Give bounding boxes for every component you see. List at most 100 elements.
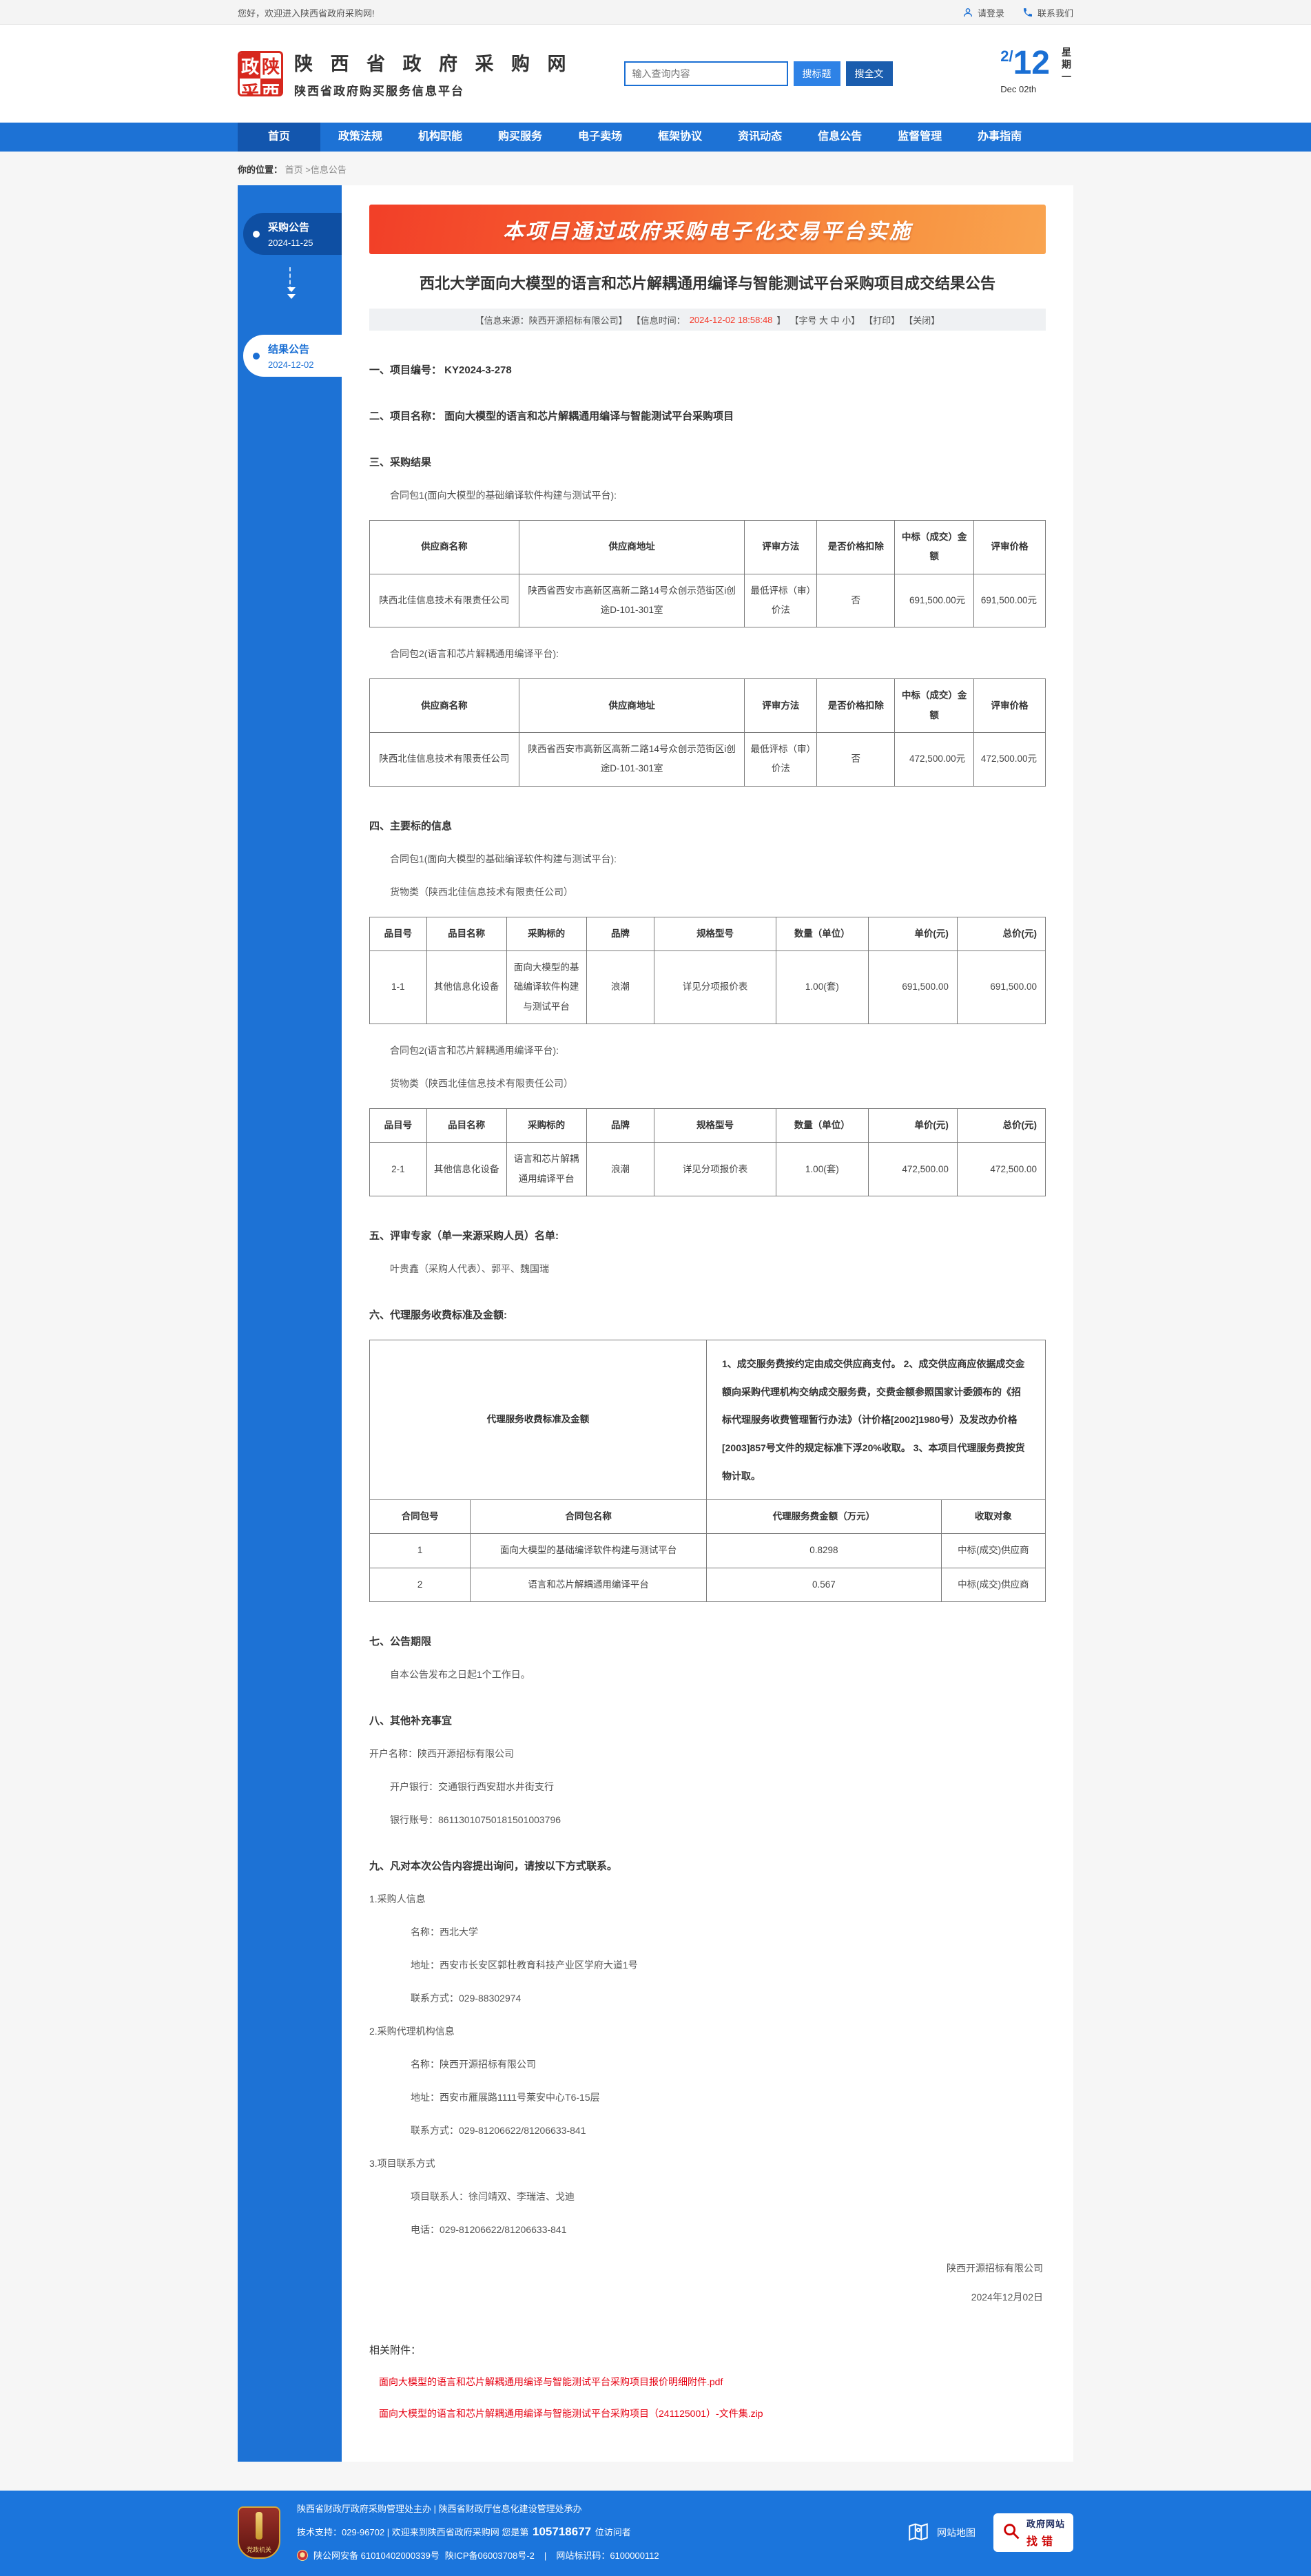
- table-row: 陕西北佳信息技术有限责任公司 陕西省西安市高新区高新二路14号众创示范街区i创途…: [369, 573, 1046, 628]
- welcome-text: 您好，欢迎进入陕西省政府采购网!: [238, 8, 375, 19]
- agency-fee-table: 代理服务收费标准及金额 1、成交服务费按约定由成交供应商支付。 2、成交供应商应…: [369, 1340, 1046, 1603]
- footer-organizer: 陕西省财政厅政府采购管理处主办 | 陕西省财政厅信息化建设管理处承办: [297, 2504, 582, 2515]
- print-button[interactable]: 【打印】: [864, 315, 900, 326]
- agency-info-heading: 2.采购代理机构信息: [369, 2026, 455, 2037]
- table-row: 2-1 其他信息化设备 语言和芯片解耦通用编译平台 浪潮 详见分项报价表 1.0…: [369, 1142, 1046, 1197]
- attachment-link-pdf[interactable]: 面向大模型的语言和芯片解耦通用编译与智能测试平台采购项目报价明细附件.pdf: [379, 2376, 723, 2388]
- gov-agency-badge-icon: 党政机关: [238, 2506, 280, 2559]
- visitor-count: 105718677: [533, 2525, 592, 2539]
- account-bank: 开户银行：交通银行西安甜水井街支行: [390, 1781, 554, 1793]
- date-day: 12: [1013, 45, 1050, 81]
- nav-item-home[interactable]: 首页: [238, 123, 321, 152]
- agency-phone: 联系方式：029-81206622/81206633-841: [411, 2125, 586, 2137]
- table-row: 2 语言和芯片解耦通用编译平台 0.567 中标(成交)供应商: [369, 1567, 1046, 1603]
- section-6-title: 六、代理服务收费标准及金额:: [369, 1309, 507, 1322]
- step-dot: [253, 230, 260, 238]
- meta-time-open: 【信息时间：: [631, 315, 685, 326]
- breadcrumb-path[interactable]: 首页 >信息公告: [285, 165, 347, 175]
- attachments-label: 相关附件：: [369, 2345, 422, 2357]
- project-contact-heading: 3.项目联系方式: [369, 2158, 435, 2170]
- nav-item-policies[interactable]: 政策法规: [338, 131, 383, 143]
- sidebar-step-procurement-notice[interactable]: 采购公告 2024-11-25: [243, 213, 342, 255]
- section-4-title: 四、主要标的信息: [369, 820, 453, 832]
- nav-item-purchase-services[interactable]: 购买服务: [498, 131, 543, 143]
- agency-address: 地址：西安市雁展路1111号莱安中心T6-15层: [411, 2092, 600, 2104]
- footer-beian: 陕公网安备 61010402000339号 陕ICP备06003708号-2 |…: [297, 2550, 659, 2562]
- project-phone: 电话：029-81206622/81206633-841: [411, 2224, 567, 2236]
- announcement-period: 自本公告发布之日起1个工作日。: [390, 1669, 530, 1681]
- step-dot: [253, 352, 260, 360]
- search-input[interactable]: [623, 61, 788, 86]
- nav-item-supervision[interactable]: 监督管理: [898, 131, 942, 143]
- meta-source: 【信息来源：陕西开源招标有限公司】: [475, 315, 628, 326]
- timeline-sidebar: 采购公告 2024-11-25 结果公告 2024-12-02: [238, 185, 342, 2462]
- attachment-link-zip[interactable]: 面向大模型的语言和芯片解耦通用编译与智能测试平台采购项目（241125001）-…: [379, 2408, 763, 2420]
- phone-icon: [1022, 7, 1033, 18]
- map-icon: [907, 2520, 930, 2546]
- fee-label-cell: 代理服务收费标准及金额: [369, 1340, 707, 1501]
- section-1-title: 一、项目编号： KY2024-3-278: [369, 364, 512, 376]
- user-icon: [962, 7, 973, 18]
- breadcrumb-label: 你的位置：: [238, 165, 283, 175]
- contact-link[interactable]: 联系我们: [1022, 6, 1073, 19]
- nav-item-news[interactable]: 资讯动态: [738, 131, 783, 143]
- site-footer: 党政机关 陕西省财政厅政府采购管理处主办 | 陕西省财政厅信息化建设管理处承办 …: [0, 2491, 1311, 2576]
- package2-label: 合同包2(语言和芯片解耦通用编译平台):: [390, 648, 559, 660]
- buyer-phone: 联系方式：029-88302974: [411, 1993, 522, 2004]
- nav-item-guide[interactable]: 办事指南: [978, 131, 1022, 143]
- breadcrumb: 你的位置： 首页 >信息公告: [238, 152, 1073, 185]
- section4-package1-label: 合同包1(面向大模型的基础编译软件构建与测试平台):: [390, 853, 617, 864]
- search-bar: 搜标题 搜全文: [623, 61, 893, 86]
- site-error-report-badge[interactable]: 政府网站 找错: [993, 2513, 1073, 2553]
- site-title: 陕 西 省 政 府 采 购 网: [294, 54, 572, 74]
- signature-block: 陕西开源招标有限公司 2024年12月02日: [369, 2261, 1046, 2304]
- font-size-control[interactable]: 【字号 大 中 小】: [789, 315, 860, 326]
- sidebar-step-result-notice[interactable]: 结果公告 2024-12-02: [243, 335, 342, 377]
- platform-banner: 本项目通过政府采购电子化交易平台实施: [369, 205, 1046, 254]
- meta-bar: 【信息来源：陕西开源招标有限公司】 【信息时间： 2024-12-02 18:58…: [369, 309, 1046, 331]
- beian-number[interactable]: 陕公网安备 61010402000339号: [313, 2550, 440, 2561]
- expert-list: 叶贵鑫（采购人代表）、郭平、魏国瑞: [390, 1263, 549, 1275]
- magnifier-icon: [1002, 2522, 1021, 2544]
- site-logo: 政 陕 采 西: [238, 51, 283, 96]
- site-header: 政 陕 采 西 陕 西 省 政 府 采 购 网 陕西省政府购买服务信息平台 搜标…: [0, 25, 1311, 123]
- page-title: 西北大学面向大模型的语言和芯片解耦通用编译与智能测试平台采购项目成交结果公告: [419, 275, 995, 292]
- table-row: 陕西北佳信息技术有限责任公司 陕西省西安市高新区高新二路14号众创示范街区i创途…: [369, 732, 1046, 787]
- buyer-info-heading: 1.采购人信息: [369, 1893, 426, 1905]
- section-7-title: 七、公告期限: [369, 1636, 432, 1648]
- result-table-package2: 供应商名称 供应商地址 评审方法 是否价格扣除 中标（成交）金额 评审价格 陕西…: [369, 678, 1046, 787]
- section4-goods-class1: 货物类（陕西北佳信息技术有限责任公司）: [390, 886, 573, 897]
- account-number: 银行账号：86113010750181501003796: [390, 1814, 561, 1826]
- goods-table-package2: 品目号 品目名称 采购标的 品牌 规格型号 数量（单位） 单价(元) 总价(元)…: [369, 1108, 1046, 1197]
- table-row: 1-1 其他信息化设备 面向大模型的基础编译软件构建与测试平台 浪潮 详见分项报…: [369, 951, 1046, 1025]
- sitemap-link[interactable]: 网站地图: [907, 2520, 975, 2546]
- search-title-button[interactable]: 搜标题: [793, 61, 840, 86]
- site-code: 网站标识码：6100000112: [556, 2550, 659, 2561]
- signature-date: 2024年12月02日: [971, 2292, 1043, 2303]
- close-button[interactable]: 【关闭】: [904, 315, 940, 326]
- nav-item-announcements[interactable]: 信息公告: [818, 131, 863, 143]
- footer-support: 技术支持：029-96702 | 欢迎来到陕西省政府采购网 您是第 105718…: [297, 2525, 631, 2539]
- search-fulltext-button[interactable]: 搜全文: [845, 61, 893, 86]
- buyer-name: 名称：西北大学: [411, 1926, 478, 1938]
- icp-number[interactable]: 陕ICP备06003708号-2: [444, 2550, 535, 2561]
- login-link[interactable]: 请登录: [962, 6, 1004, 19]
- section4-goods-class2: 货物类（陕西北佳信息技术有限责任公司）: [390, 1078, 573, 1090]
- meta-time: 2024-12-02 18:58:48: [689, 314, 773, 325]
- table-row: 1 面向大模型的基础编译软件构建与测试平台 0.8298 中标(成交)供应商: [369, 1533, 1046, 1568]
- meta-time-close: 】: [776, 315, 786, 326]
- section-2-title: 二、项目名称： 面向大模型的语言和芯片解耦通用编译与智能测试平台采购项目: [369, 411, 734, 422]
- section-3-title: 三、采购结果: [369, 457, 432, 468]
- goods-table-package1: 品目号 品目名称 采购标的 品牌 规格型号 数量（单位） 单价(元) 总价(元)…: [369, 916, 1046, 1025]
- date-month: 2/: [1000, 48, 1013, 65]
- signature-org: 陕西开源招标有限公司: [947, 2263, 1043, 2274]
- nav-item-framework[interactable]: 框架协议: [658, 131, 703, 143]
- section4-package2-label: 合同包2(语言和芯片解耦通用编译平台):: [390, 1045, 559, 1057]
- result-table-package1: 供应商名称 供应商地址 评审方法 是否价格扣除 中标（成交）金额 评审价格 陕西…: [369, 520, 1046, 628]
- section-5-title: 五、评审专家（单一来源采购人员）名单:: [369, 1230, 559, 1243]
- nav-item-functions[interactable]: 机构职能: [418, 131, 463, 143]
- nav-item-emall[interactable]: 电子卖场: [578, 131, 623, 143]
- top-bar: 您好，欢迎进入陕西省政府采购网! 请登录 联系我们: [0, 0, 1311, 25]
- date-widget: 2/12 Dec 02th 星期一: [1000, 47, 1073, 101]
- date-weekday: 星期一: [1061, 47, 1072, 84]
